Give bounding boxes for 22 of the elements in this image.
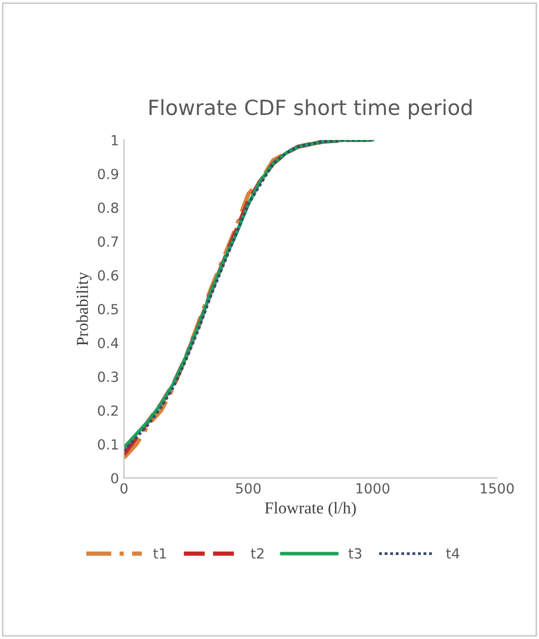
y-tick-label: 1 bbox=[112, 135, 118, 146]
y-tick-label: 0.1 bbox=[98, 439, 118, 450]
chart-title: Flowrate CDF short time period bbox=[150, 99, 472, 120]
y-tick-label: 0 bbox=[111, 472, 118, 484]
legend-label: t4 bbox=[446, 548, 460, 558]
y-axis-title: Probability bbox=[76, 272, 92, 346]
y-tick-label: 0.3 bbox=[98, 372, 118, 382]
y-tick-label: 0.8 bbox=[98, 202, 118, 214]
legend-label: t1 bbox=[153, 548, 166, 558]
y-tick-label: 0.6 bbox=[98, 270, 118, 281]
x-axis-title: Flowrate (l/h) bbox=[264, 502, 356, 517]
x-tick-label: 500 bbox=[236, 483, 261, 494]
legend-label: t2 bbox=[250, 548, 264, 558]
x-tick-label: 0 bbox=[120, 483, 128, 494]
legend-label: t3 bbox=[348, 548, 362, 559]
y-tick-label: 0.4 bbox=[98, 338, 118, 348]
y-tick-label: 0.5 bbox=[98, 304, 118, 314]
y-tick-label: 0.7 bbox=[98, 236, 118, 247]
x-tick-label: 1500 bbox=[480, 483, 514, 494]
x-tick-label: 1000 bbox=[356, 483, 390, 494]
y-tick-label: 0.9 bbox=[98, 168, 118, 180]
y-tick-label: 0.2 bbox=[98, 405, 118, 416]
